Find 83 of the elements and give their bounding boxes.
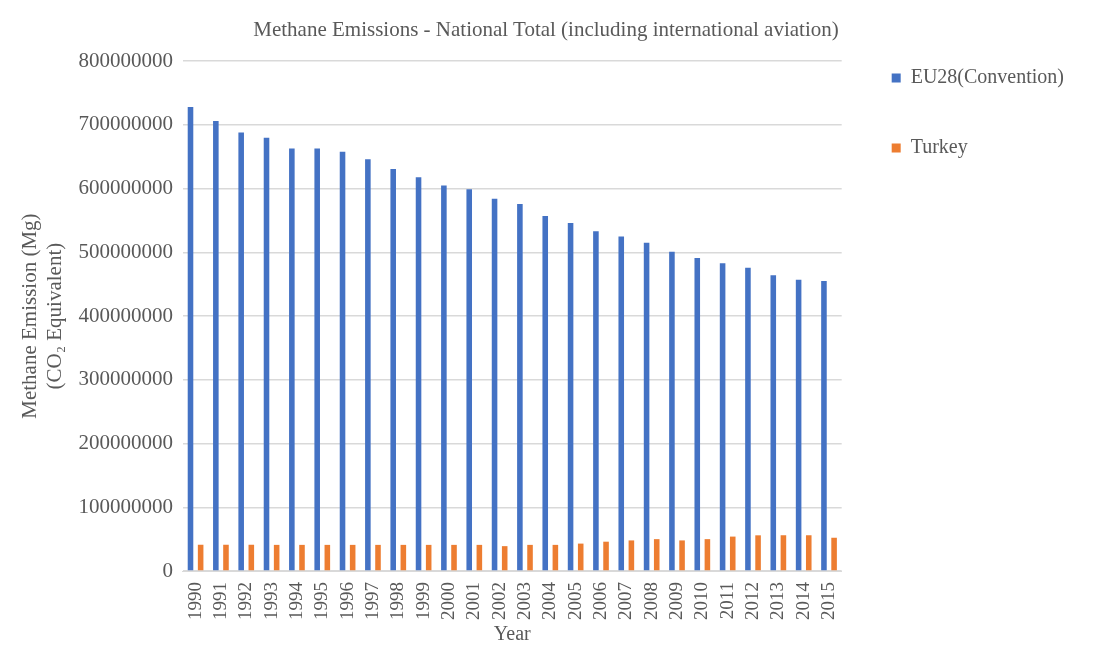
y-tick-label: 100000000 — [78, 493, 173, 518]
x-tick-label: 1992 — [234, 582, 256, 620]
bar — [770, 275, 777, 571]
x-tick-label: 2006 — [588, 582, 610, 620]
bar — [339, 151, 346, 571]
x-tick-label: 2014 — [791, 581, 813, 620]
bar — [527, 544, 533, 571]
bar — [441, 185, 447, 571]
x-tick-label: 1999 — [411, 582, 433, 620]
x-tick-label: 1990 — [183, 582, 205, 620]
text: (CO₂ Equivalent) — [42, 242, 67, 390]
x-axis-title: Year — [493, 622, 532, 645]
bar — [390, 168, 396, 571]
bar — [694, 258, 701, 571]
x-tick-label: 2009 — [664, 582, 686, 620]
x-tick-label: 2000 — [436, 582, 458, 620]
x-tick-label: 2001 — [462, 582, 484, 620]
bar — [821, 281, 827, 571]
bar — [314, 148, 320, 571]
bar — [643, 242, 650, 571]
bar — [375, 544, 381, 571]
bar — [263, 137, 270, 571]
bar — [501, 546, 508, 571]
x-tick-label: 1996 — [335, 582, 357, 620]
bar — [653, 539, 660, 571]
chart-title: Methane Emissions - National Total (including international aviation) — [253, 17, 839, 42]
bar — [745, 267, 751, 571]
bar — [517, 203, 523, 571]
y-tick-label: 200000000 — [78, 430, 173, 455]
bar — [491, 198, 498, 571]
x-tick-label: 1995 — [310, 582, 332, 620]
x-tick-label: 2010 — [690, 582, 712, 620]
bar — [542, 216, 549, 571]
y-tick-label: 400000000 — [78, 302, 173, 327]
x-tick-label: 2003 — [512, 582, 534, 620]
bar — [618, 236, 625, 571]
legend-label: Turkey — [910, 135, 968, 159]
text: Methane Emission (Mg) — [17, 213, 42, 419]
legend-label: EU28(Convention) — [910, 65, 1064, 89]
y-tick-label: 500000000 — [78, 238, 173, 263]
bar — [213, 121, 219, 571]
bar — [289, 148, 295, 571]
x-tick-label: 1993 — [259, 582, 281, 620]
bar — [365, 159, 371, 571]
y-tick-label: 300000000 — [78, 366, 173, 391]
x-tick-label: 2011 — [715, 582, 737, 620]
bar — [451, 544, 457, 571]
bar — [780, 535, 787, 571]
bar — [567, 223, 574, 571]
x-tick-label: 2007 — [614, 582, 636, 620]
bar — [805, 535, 812, 571]
y-tick-label: 0 — [162, 557, 173, 582]
bar — [415, 177, 422, 571]
bar — [593, 231, 599, 571]
bar — [729, 536, 736, 571]
x-tick-label: 2004 — [538, 581, 560, 620]
x-tick-label: 2008 — [639, 582, 661, 620]
x-tick-label: 1998 — [386, 582, 408, 620]
x-tick-label: 2012 — [740, 582, 762, 620]
bar — [795, 279, 802, 571]
x-tick-label: 1991 — [208, 582, 230, 620]
x-tick-label: 1994 — [284, 581, 306, 620]
x-tick-label: 2015 — [817, 582, 838, 620]
bar — [223, 544, 229, 571]
bar — [187, 107, 194, 571]
y-tick-label: 600000000 — [78, 175, 173, 200]
x-tick-label: 2005 — [563, 582, 585, 620]
x-tick-label: 1997 — [360, 582, 382, 620]
x-tick-label: 2002 — [487, 582, 509, 620]
bar — [238, 132, 244, 571]
bar — [669, 251, 675, 571]
bar — [679, 540, 685, 571]
bar — [719, 263, 726, 571]
y-tick-label: 700000000 — [78, 111, 173, 136]
bar — [704, 539, 711, 571]
x-tick-label: 2013 — [766, 582, 788, 620]
bar — [628, 540, 635, 571]
bar — [603, 541, 609, 571]
bar — [466, 189, 473, 571]
y-tick-label: 800000000 — [78, 47, 173, 72]
bar — [299, 544, 305, 571]
bar — [755, 535, 761, 571]
bar — [831, 537, 837, 571]
